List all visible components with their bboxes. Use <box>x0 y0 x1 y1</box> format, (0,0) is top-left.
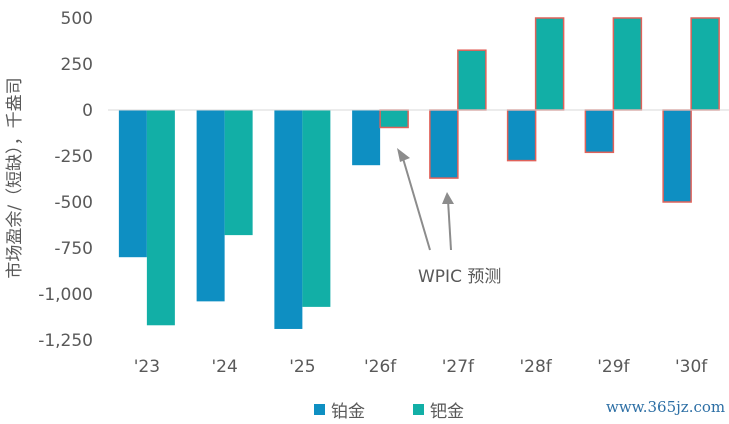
bar-palladium <box>224 110 253 236</box>
bar-platinum <box>118 110 147 258</box>
bar-platinum <box>506 109 537 162</box>
y-tick-label: 500 <box>61 9 93 29</box>
legend-swatch-platinum <box>314 404 325 415</box>
bar-platinum <box>352 110 381 166</box>
y-tick-label: 250 <box>61 55 93 75</box>
y-tick-label: 0 <box>82 101 93 121</box>
y-axis-ticks: 500 250 0 -250 -500 -750 -1,000 -1,250 <box>38 9 93 351</box>
legend-item-platinum: 铂金 <box>314 397 365 422</box>
x-category-label: '24 <box>211 357 237 377</box>
bar-palladium <box>612 17 643 111</box>
legend-swatch-palladium <box>413 404 424 415</box>
bar-palladium <box>146 110 175 326</box>
bar-series <box>118 17 720 329</box>
forecast-arrows <box>397 148 454 251</box>
x-category-label: '30f <box>675 357 708 377</box>
bar-palladium <box>302 110 331 307</box>
forecast-annotation: WPIC 预测 <box>418 267 502 287</box>
x-category-label: '29f <box>597 357 630 377</box>
x-category-label: '26f <box>364 357 397 377</box>
bar-platinum <box>662 109 692 203</box>
bar-platinum <box>274 110 303 329</box>
x-category-label: '25 <box>289 357 315 377</box>
bar-platinum <box>584 109 615 154</box>
x-category-label: '27f <box>442 357 475 377</box>
y-tick-label: -750 <box>54 239 93 259</box>
legend-item-palladium: 钯金 <box>413 397 464 422</box>
y-tick-label: -1,000 <box>38 285 93 305</box>
watermark: www.365jz.com <box>606 398 726 416</box>
x-axis-categories: '23 '24 '25 '26f '27f '28f '29f '30f <box>134 357 709 377</box>
y-tick-label: -1,250 <box>38 331 93 351</box>
bar-platinum <box>429 109 459 179</box>
bar-platinum <box>196 110 225 302</box>
bar-palladium <box>534 17 565 111</box>
y-axis-label: 市场盈余/（短缺），千盎司 <box>5 77 25 278</box>
bar-palladium <box>690 17 720 111</box>
legend-label-palladium: 钯金 <box>430 402 464 422</box>
y-tick-label: -250 <box>54 147 93 167</box>
y-tick-label: -500 <box>54 193 93 213</box>
bar-palladium <box>379 109 409 129</box>
x-category-label: '28f <box>519 357 552 377</box>
legend-label-platinum: 铂金 <box>331 402 365 422</box>
bar-palladium <box>457 49 487 111</box>
x-category-label: '23 <box>134 357 160 377</box>
